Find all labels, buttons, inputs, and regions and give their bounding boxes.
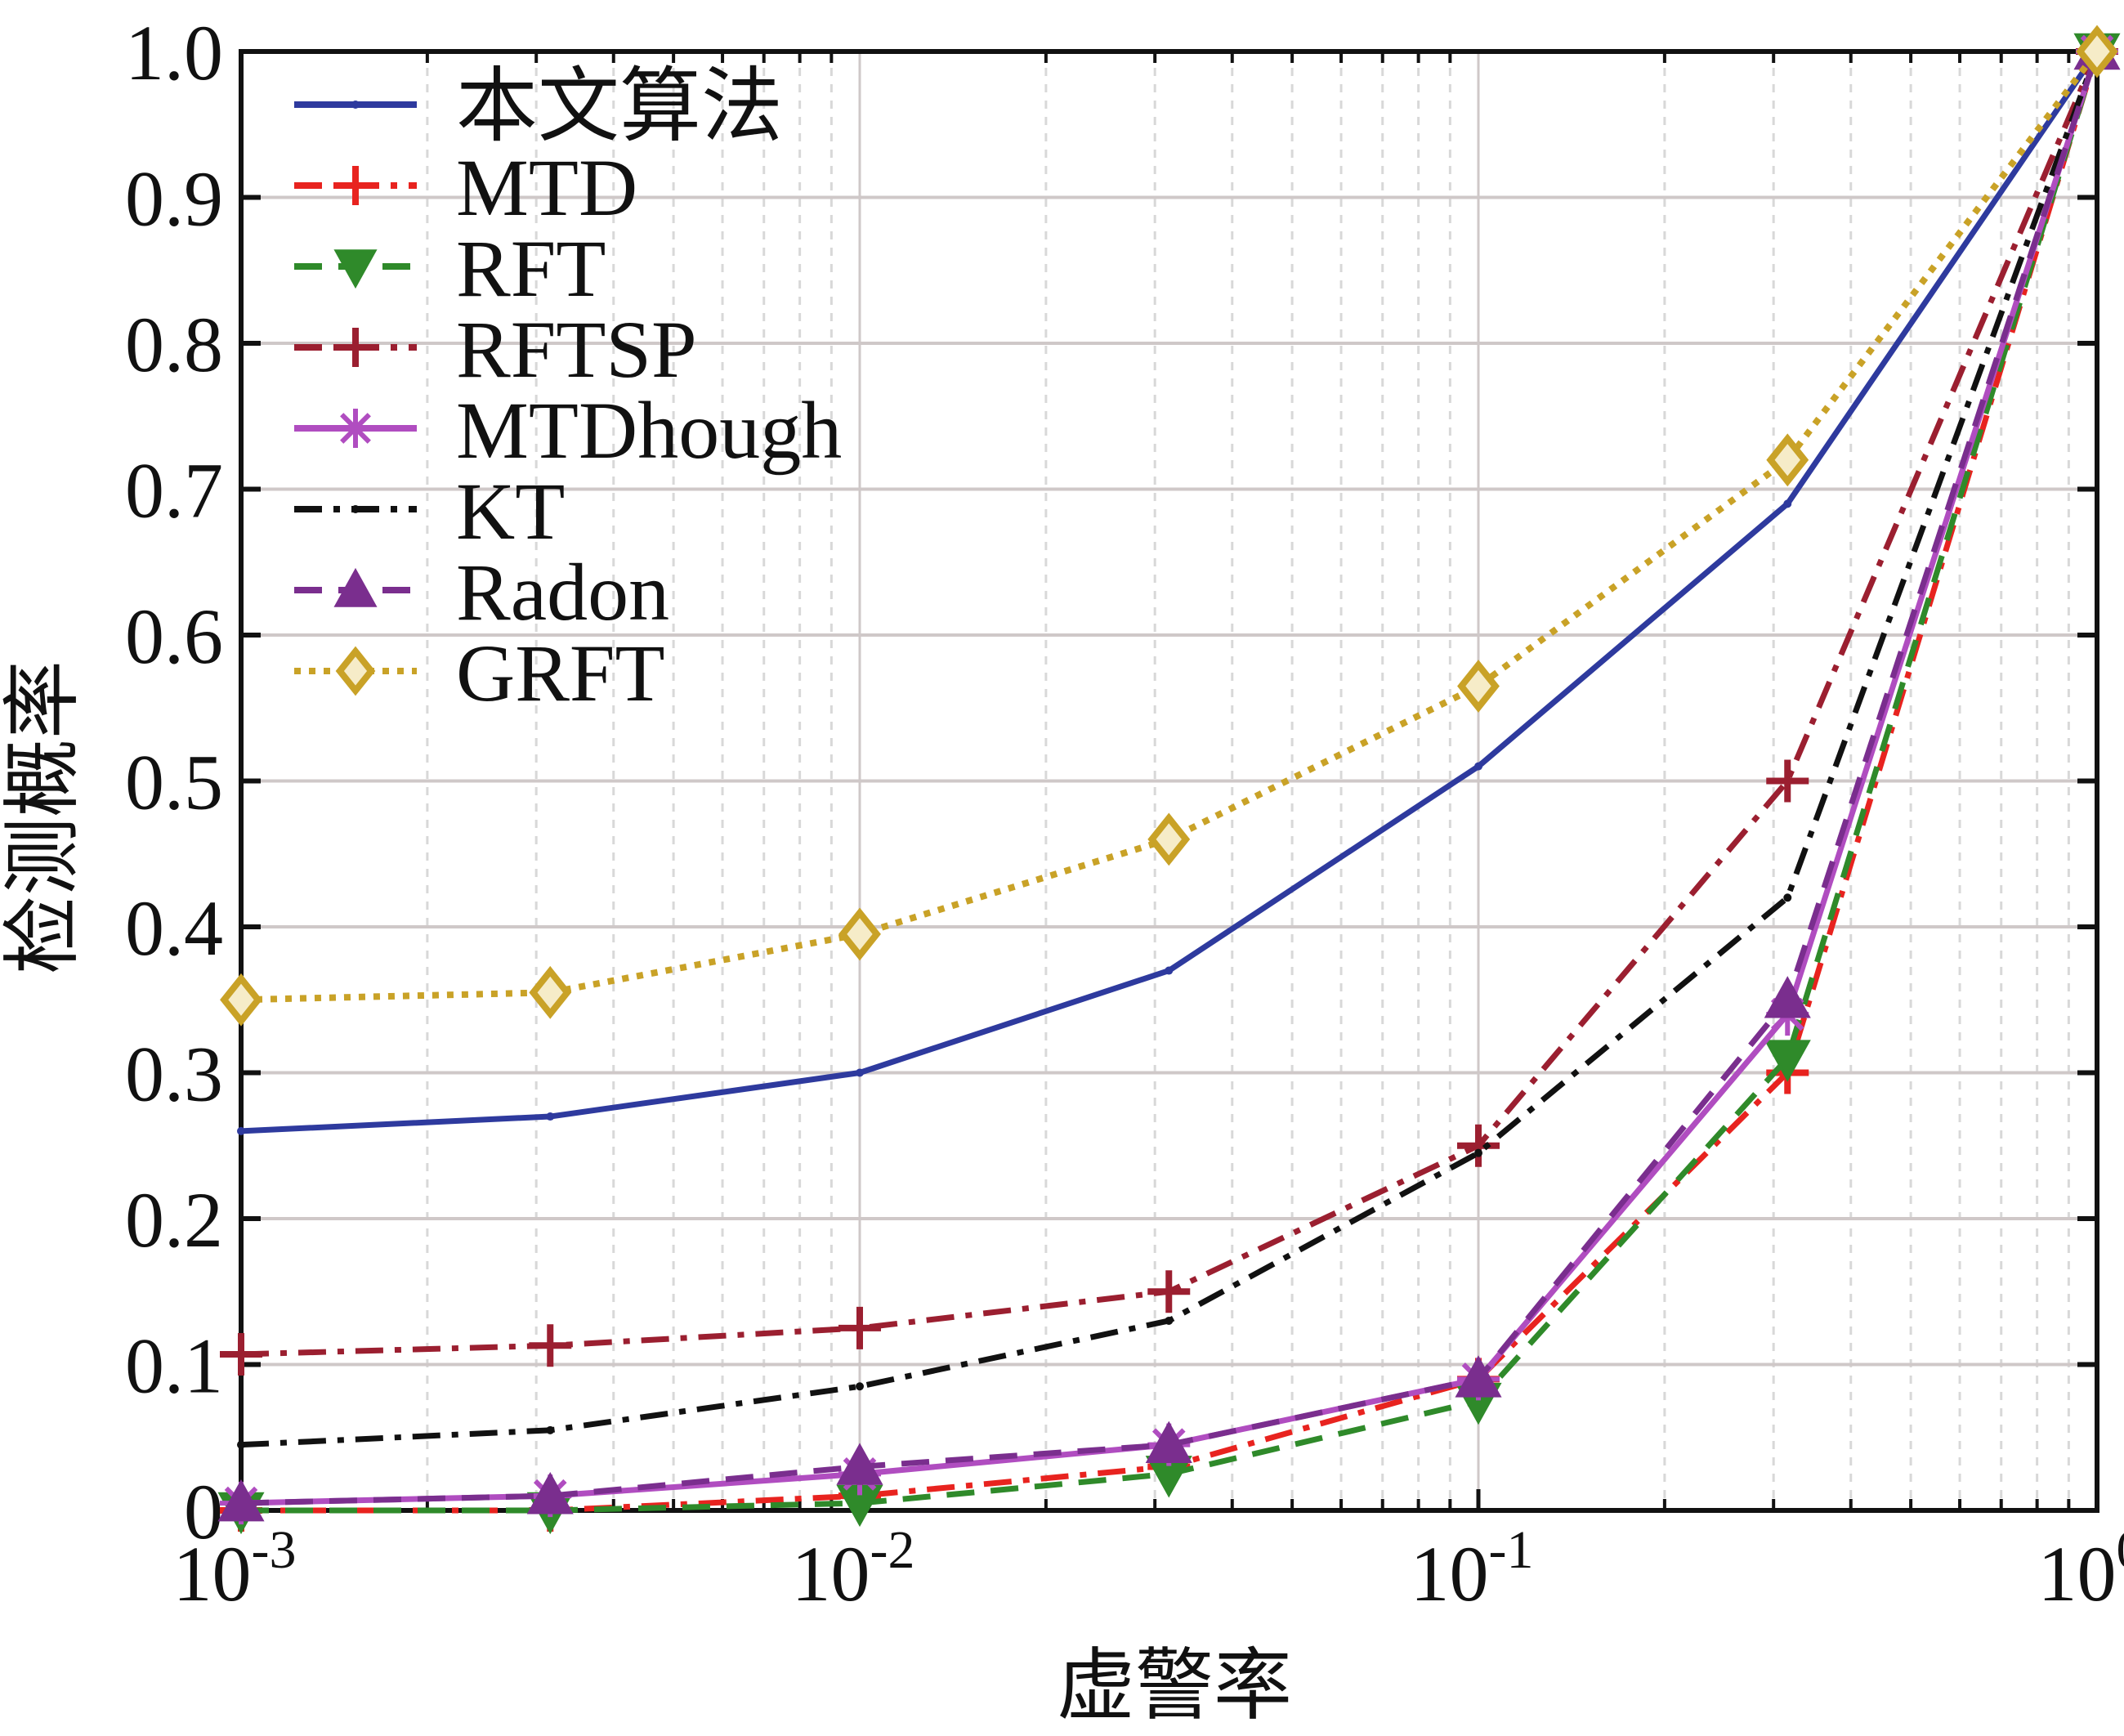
legend-label: RFTSP: [456, 304, 697, 395]
y-tick-label: 0.4: [125, 884, 223, 972]
star-marker: [336, 409, 375, 448]
triangle-up-marker: [836, 1443, 883, 1485]
diamond-marker: [1147, 812, 1191, 866]
point-marker: [1165, 1316, 1174, 1325]
point-marker: [237, 1126, 245, 1135]
legend-label: MTDhough: [456, 385, 842, 476]
y-tick-label: 0.8: [125, 301, 223, 388]
y-tick-label: 0.3: [125, 1031, 223, 1118]
y-tick-label: 1.0: [125, 9, 223, 96]
x-tick-label: 10-1: [1411, 1520, 1534, 1617]
point-marker: [1165, 966, 1174, 975]
legend-item: GRFT: [294, 628, 665, 718]
point-marker: [856, 1068, 864, 1077]
plus-marker: [1147, 1270, 1191, 1313]
legend-label: MTD: [456, 142, 637, 233]
series-group: [217, 25, 2121, 1535]
y-axis-title: 检测概率: [0, 660, 88, 974]
diamond-marker: [1766, 433, 1809, 487]
legend-label: RFT: [456, 223, 606, 314]
diamond-marker: [529, 965, 572, 1019]
point-marker: [1474, 1148, 1482, 1157]
legend-item: RFT: [294, 223, 606, 314]
plus-marker: [336, 328, 375, 367]
point-marker: [351, 101, 360, 109]
series-grft: [220, 25, 2118, 1027]
triangle-up-marker: [526, 1472, 574, 1515]
plot-frame: [239, 49, 2099, 1513]
point-marker: [351, 505, 360, 513]
triangle-up-marker: [217, 1479, 265, 1522]
legend-label: 本文算法: [456, 61, 783, 152]
triangle-up-marker: [333, 567, 378, 607]
legend-item: MTD: [294, 142, 637, 233]
axes: 10-310-210-110000.10.20.30.40.50.60.70.8…: [125, 9, 2124, 1617]
plus-marker: [220, 1333, 262, 1376]
diamond-marker: [335, 646, 376, 696]
plus-marker: [838, 1306, 881, 1349]
legend-item: MTDhough: [294, 385, 842, 476]
diamond-marker: [2076, 25, 2118, 78]
plus-marker: [336, 166, 375, 205]
y-tick-label: 0.6: [125, 593, 223, 680]
triangle-up-marker: [1455, 1355, 1502, 1398]
series-kt: [237, 47, 2101, 1449]
x-tick-label: 10-2: [792, 1520, 915, 1617]
plus-marker: [529, 1324, 572, 1367]
series-本文算法: [237, 47, 2101, 1135]
x-axis-title: 虚警率: [1057, 1640, 1292, 1731]
y-tick-label: 0.5: [125, 739, 223, 826]
y-tick-label: 0.2: [125, 1176, 223, 1264]
diamond-marker: [838, 907, 881, 961]
triangle-up-marker: [1145, 1421, 1192, 1463]
x-tick-label: 100: [2038, 1520, 2124, 1617]
legend-item: Radon: [294, 547, 669, 638]
y-tick-label: 0.1: [125, 1322, 223, 1410]
point-marker: [1783, 499, 1792, 508]
triangle-down-marker: [333, 249, 378, 289]
legend-label: KT: [456, 466, 565, 557]
diamond-marker: [220, 973, 262, 1027]
legend-item: KT: [294, 466, 565, 557]
legend-item: 本文算法: [294, 61, 783, 152]
legend-item: RFTSP: [294, 304, 697, 395]
plus-marker: [1766, 759, 1809, 803]
diamond-marker: [1457, 660, 1500, 713]
plus-marker: [1457, 1124, 1500, 1167]
y-tick-label: 0.7: [125, 447, 223, 535]
point-marker: [546, 1425, 555, 1434]
triangle-down-marker: [1764, 1040, 1811, 1082]
y-tick-label: 0: [184, 1468, 223, 1555]
point-marker: [1474, 762, 1482, 771]
y-tick-label: 0.9: [125, 155, 223, 243]
point-marker: [546, 1112, 555, 1121]
triangle-up-marker: [1764, 976, 1811, 1018]
point-marker: [856, 1382, 864, 1391]
point-marker: [237, 1440, 245, 1449]
legend-label: GRFT: [456, 628, 665, 718]
point-marker: [1783, 893, 1792, 902]
legend-label: Radon: [456, 547, 669, 638]
